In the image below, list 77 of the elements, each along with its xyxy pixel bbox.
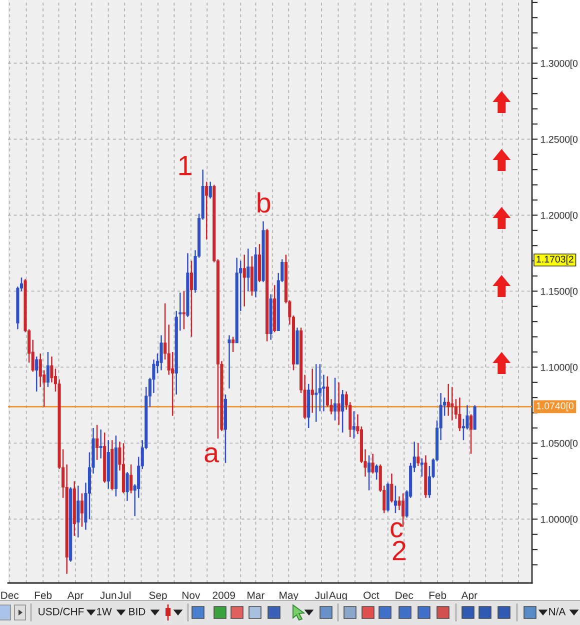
candlestick bbox=[99, 428, 102, 459]
candlestick bbox=[446, 383, 450, 416]
y-tick-label: 1.2500 bbox=[541, 136, 570, 143]
candlestick bbox=[208, 181, 212, 200]
ref-line-label: 1.0740[0 bbox=[536, 402, 574, 412]
text: 1.1703[2 bbox=[536, 255, 574, 265]
candlestick bbox=[246, 248, 250, 292]
x-tick-label: Apr bbox=[67, 592, 84, 602]
x-tick-label: Jul bbox=[315, 591, 328, 599]
candlestick bbox=[416, 442, 420, 467]
candlestick bbox=[182, 290, 186, 330]
candlestick bbox=[473, 404, 476, 430]
text: [0 bbox=[570, 440, 578, 449]
x-tick-label: Jun bbox=[100, 592, 116, 599]
candlestick bbox=[352, 410, 356, 440]
candlestick bbox=[394, 485, 397, 514]
x-tick-label: Dec bbox=[1, 592, 19, 599]
y-tick-label: 1.3000 bbox=[541, 60, 570, 67]
x-tick-label: Oct bbox=[364, 592, 380, 599]
x-tick-label: Feb bbox=[429, 591, 446, 599]
annotation: 2 bbox=[392, 540, 406, 560]
text: USD/CHF bbox=[38, 608, 84, 616]
candlestick bbox=[35, 356, 38, 392]
x-tick-label: Mar bbox=[248, 592, 264, 599]
candlestick bbox=[46, 351, 50, 388]
y-tick-label: 1.1500 bbox=[541, 288, 570, 295]
candlestick bbox=[368, 454, 371, 491]
annotation: c bbox=[390, 522, 403, 538]
candlestick bbox=[190, 260, 193, 338]
candlestick bbox=[205, 181, 208, 240]
text: [0 bbox=[570, 364, 578, 373]
candlestick bbox=[458, 396, 462, 432]
candlestick bbox=[160, 334, 163, 371]
candlestick bbox=[462, 418, 465, 441]
y-tick-label: 1.0000 bbox=[541, 516, 570, 523]
candlestick bbox=[126, 471, 129, 502]
candlestick bbox=[390, 472, 394, 504]
candlestick bbox=[375, 464, 378, 480]
candlestick bbox=[228, 334, 231, 390]
text: [0 bbox=[570, 136, 578, 145]
text: [0 bbox=[570, 288, 578, 297]
x-tick-label: Jul bbox=[118, 591, 131, 599]
candlestick bbox=[232, 336, 235, 353]
candlestick bbox=[450, 386, 454, 422]
candlestick bbox=[337, 382, 340, 426]
candlestick bbox=[402, 492, 405, 528]
annotation: b bbox=[258, 192, 270, 213]
candlestick bbox=[310, 368, 314, 414]
candlestick bbox=[334, 377, 337, 422]
y-tick-label: 1.0500 bbox=[541, 440, 570, 447]
annotation: a bbox=[204, 447, 220, 462]
y-tick-label: 1.1000 bbox=[541, 364, 570, 371]
text: N/A bbox=[549, 608, 566, 616]
text: [0 bbox=[570, 60, 578, 69]
x-tick-label: Sep bbox=[149, 592, 167, 602]
text: [0 bbox=[570, 212, 578, 221]
candlestick bbox=[242, 254, 246, 308]
y-tick-label: 1.2000 bbox=[541, 212, 570, 219]
annotation: 1 bbox=[179, 156, 192, 176]
text: BID bbox=[129, 608, 146, 616]
x-tick-label: Nov bbox=[182, 592, 200, 599]
candlestick bbox=[96, 424, 99, 461]
candlestick bbox=[130, 464, 133, 494]
candlestick bbox=[371, 453, 374, 474]
x-tick-label: Feb bbox=[34, 591, 52, 599]
x-tick-label: Apr bbox=[461, 592, 478, 602]
candlestick bbox=[314, 364, 318, 423]
candlestick bbox=[420, 458, 424, 478]
x-tick-label: Dec bbox=[396, 592, 414, 599]
x-tick-label: 2009 bbox=[212, 592, 235, 599]
candlestick bbox=[76, 485, 80, 538]
text: 1W bbox=[96, 608, 112, 616]
text: [0 bbox=[570, 516, 578, 525]
candlestick bbox=[470, 414, 473, 454]
candlestick bbox=[80, 492, 84, 528]
candlestick bbox=[341, 389, 344, 434]
x-tick-label: May bbox=[280, 592, 298, 602]
